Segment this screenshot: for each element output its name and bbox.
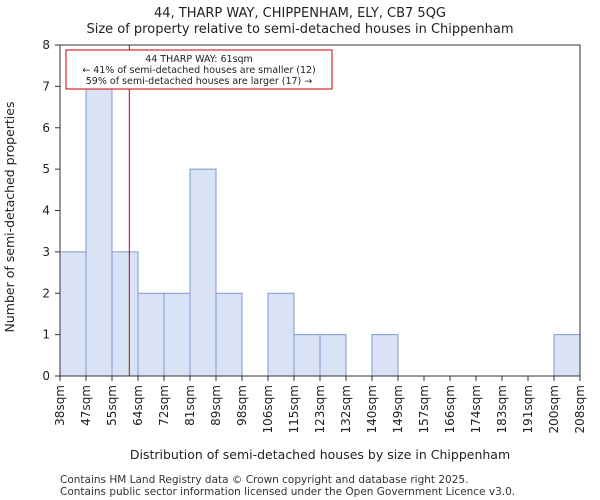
x-tick-label: 72sqm [157, 385, 171, 426]
footer-line-2: Contains public sector information licen… [60, 486, 515, 498]
x-tick-label: 174sqm [469, 385, 483, 433]
x-axis-label: Distribution of semi-detached houses by … [130, 447, 510, 462]
bar-115sqm [293, 334, 321, 377]
bar-140sqm [371, 334, 399, 377]
x-tick-label: 166sqm [443, 385, 457, 433]
y-axis: 0 1 2 3 4 5 6 7 8 [42, 38, 60, 383]
bars-group [59, 85, 581, 377]
bar-106sqm [267, 292, 295, 377]
x-tick-label: 47sqm [79, 385, 93, 426]
x-tick-label: 106sqm [261, 385, 275, 433]
y-tick-label: 3 [42, 245, 50, 259]
x-axis: 38sqm 47sqm 55sqm 64sqm 72sqm 81sqm 89sqm 98sqm… [53, 376, 587, 433]
bar-81sqm [189, 168, 217, 377]
x-tick-label: 123sqm [313, 385, 327, 433]
x-tick-label: 55sqm [105, 385, 119, 426]
x-tick-label: 183sqm [495, 385, 509, 433]
y-tick-label: 7 [42, 79, 50, 93]
annotation-line-3: 59% of semi-detached houses are larger (… [86, 76, 313, 87]
y-tick-label: 6 [42, 121, 50, 135]
y-tick-label: 4 [42, 204, 50, 218]
bar-89sqm [215, 292, 243, 377]
x-tick-label: 157sqm [417, 385, 431, 433]
x-tick-label: 149sqm [391, 385, 405, 433]
annotation-box [65, 49, 333, 90]
annotation-line-1: 44 THARP WAY: 61sqm [145, 54, 253, 65]
x-tick-label: 64sqm [131, 385, 145, 426]
bar-123sqm [319, 334, 347, 377]
x-tick-label: 98sqm [235, 385, 249, 426]
x-tick-label: 140sqm [365, 385, 379, 433]
bar-55sqm [111, 251, 139, 377]
x-tick-label: 38sqm [53, 385, 67, 426]
x-tick-label: 89sqm [209, 385, 223, 426]
x-tick-label: 200sqm [547, 385, 561, 433]
y-tick-label: 5 [42, 162, 50, 176]
x-tick-label: 191sqm [521, 385, 535, 433]
y-axis-label: Number of semi-detached properties [2, 102, 17, 333]
x-tick-label: 81sqm [183, 385, 197, 426]
x-tick-label: 208sqm [573, 385, 587, 433]
x-tick-label: 115sqm [287, 385, 301, 433]
y-tick-label: 1 [42, 328, 50, 342]
chart-subtitle: Size of property relative to semi-detach… [86, 22, 513, 37]
bar-64sqm [137, 292, 165, 377]
y-tick-label: 0 [42, 369, 50, 383]
bar-200sqm [553, 334, 581, 377]
marker-annotation: 44 THARP WAY: 61sqm ← 41% of semi-detach… [65, 49, 333, 90]
footer-line-1: Contains HM Land Registry data © Crown c… [60, 474, 468, 486]
y-tick-label: 8 [42, 38, 50, 52]
bar-38sqm [59, 251, 87, 377]
chart-title: 44, THARP WAY, CHIPPENHAM, ELY, CB7 5QG [154, 6, 446, 21]
annotation-line-2: ← 41% of semi-detached houses are smalle… [82, 65, 316, 76]
bar-47sqm [85, 85, 113, 377]
y-tick-label: 2 [42, 286, 50, 300]
bar-72sqm [163, 292, 191, 377]
x-tick-label: 132sqm [339, 385, 353, 433]
